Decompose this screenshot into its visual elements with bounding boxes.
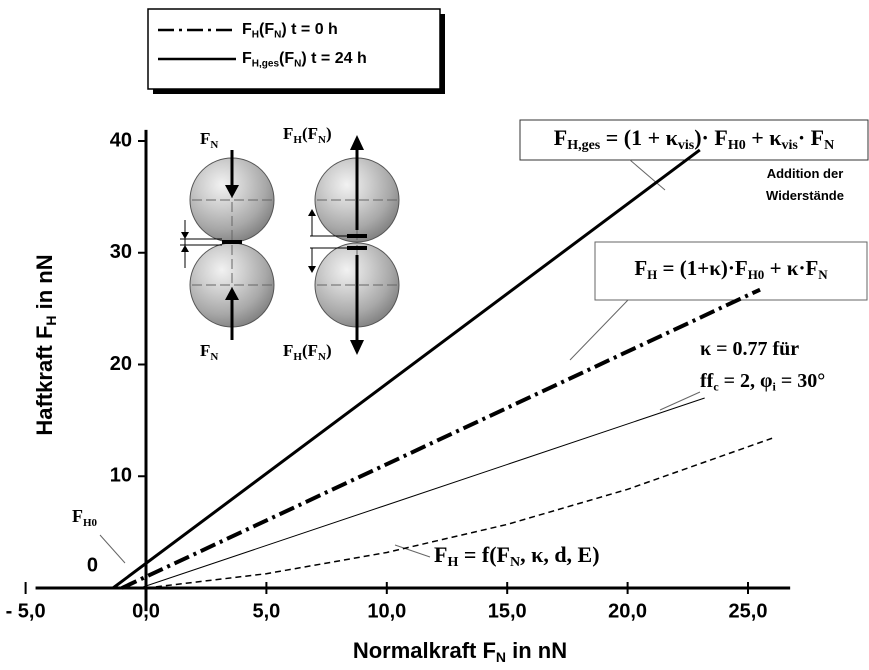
text-part: in nN — [32, 254, 57, 315]
text-part: N — [210, 138, 218, 150]
annotation: FH(FN) — [283, 124, 332, 145]
text-part: N — [294, 58, 301, 69]
text-part: F — [242, 21, 252, 38]
text-part: H,ges — [567, 138, 601, 153]
text-part: H0 — [728, 138, 746, 153]
series-line — [112, 148, 701, 590]
series-line — [121, 287, 761, 590]
text-part: = (1+κ)·F — [657, 256, 747, 280]
text-part: Widerstände — [766, 188, 844, 203]
text-part: vis — [678, 138, 695, 153]
text-part: ff — [700, 370, 714, 392]
text-part: ) — [326, 124, 332, 143]
text-part: = (1 + κ — [600, 125, 678, 150]
text-part: ) t = 24 h — [301, 50, 366, 67]
text-part: = f(F — [458, 542, 510, 567]
text-part: H — [252, 29, 259, 40]
legend — [147, 8, 441, 90]
text-part: F — [242, 50, 252, 67]
x-tick-label: 20,0 — [608, 600, 647, 622]
annotation: FH0 — [72, 506, 98, 528]
x-tick-label: 0,0 — [132, 600, 160, 622]
text-part: F — [283, 341, 293, 360]
text-part: H — [647, 267, 657, 282]
text-part: Haftkraft F — [32, 326, 57, 436]
text-part: (F — [302, 341, 318, 360]
text-part: H,ges — [252, 58, 280, 69]
x-axis-title: Normalkraft FN in nN — [353, 638, 567, 665]
text-part: + κ·F — [764, 256, 818, 280]
text-part: Normalkraft F — [353, 638, 496, 663]
x-tick-label: - 5,0 — [6, 600, 46, 622]
text-part: N — [510, 555, 520, 570]
text-part: H0 — [748, 267, 765, 282]
text-part: i — [773, 379, 777, 393]
text-part: ) t = 0 h — [281, 21, 337, 38]
text-part: H — [447, 555, 458, 570]
x-tick-label: 5,0 — [252, 600, 280, 622]
legend-label: FH,ges(FN) t = 24 h — [242, 50, 367, 69]
text-part: N — [210, 350, 218, 362]
annotation: FH(FN) — [283, 341, 332, 362]
text-part: H — [43, 315, 59, 325]
y-tick-label: 30 — [110, 241, 132, 263]
annotation: κ = 0.77 für — [700, 338, 799, 360]
x-tick-label: 25,0 — [729, 600, 768, 622]
text-part: κ = 0.77 für — [700, 338, 799, 360]
particle-diagram — [180, 135, 400, 355]
text-part: H0 — [83, 517, 98, 529]
text-part: c — [713, 379, 719, 393]
y-tick-label: 20 — [110, 353, 132, 375]
x-tick-label: 15,0 — [488, 600, 527, 622]
leader-lines — [99, 159, 701, 564]
text-part: ) — [326, 341, 332, 360]
y-axis-title: Haftkraft FH in nN — [32, 254, 59, 435]
annotation: FH,ges = (1 + κvis)· FH0 + κvis· FN — [554, 125, 834, 153]
text-part: N — [318, 133, 326, 145]
annotation: FH = f(FN, κ, d, E) — [434, 542, 600, 570]
text-part: (F — [259, 21, 274, 38]
text-part: N — [818, 267, 828, 282]
text-part: F — [200, 341, 210, 360]
series-line — [145, 437, 773, 589]
y-tick-label: 10 — [110, 465, 132, 487]
annotation: FH = (1+κ)·FH0 + κ·FN — [634, 256, 828, 282]
text-part: F — [283, 124, 293, 143]
text-part: F — [200, 129, 210, 148]
text-part: H — [293, 350, 302, 362]
text-part: F — [72, 506, 83, 526]
text-part: F — [634, 256, 647, 280]
legend-label: FH(FN) t = 0 h — [242, 21, 338, 40]
annotation: FN — [200, 341, 218, 362]
y-tick-label: 40 — [110, 129, 132, 151]
text-part: N — [274, 29, 281, 40]
annotation: Addition der — [767, 166, 844, 181]
text-part: N — [824, 138, 834, 153]
text-part: (F — [302, 124, 318, 143]
text-part: = 30° — [776, 370, 825, 392]
series-line — [139, 397, 705, 589]
text-part: F — [434, 542, 447, 567]
annotation: FN — [200, 129, 218, 150]
text-part: = 2, φ — [719, 370, 773, 392]
text-part: in nN — [506, 638, 567, 663]
text-part: )· F — [694, 125, 728, 150]
y-tick-label: 0 — [87, 554, 98, 576]
text-part: H — [293, 133, 302, 145]
text-part: F — [554, 125, 567, 150]
formula-box — [594, 241, 868, 301]
text-part: · F — [798, 125, 824, 150]
text-part: Addition der — [767, 166, 844, 181]
x-tick-label: 10,0 — [367, 600, 406, 622]
annotation: ffc = 2, φi = 30° — [700, 370, 825, 394]
text-part: (F — [279, 50, 294, 67]
text-part: N — [496, 649, 506, 665]
text-part: + κ — [746, 125, 783, 150]
text-part: N — [318, 350, 326, 362]
text-part: , κ, d, E) — [520, 542, 599, 567]
annotation: Widerstände — [766, 188, 844, 203]
text-part: vis — [781, 138, 798, 153]
